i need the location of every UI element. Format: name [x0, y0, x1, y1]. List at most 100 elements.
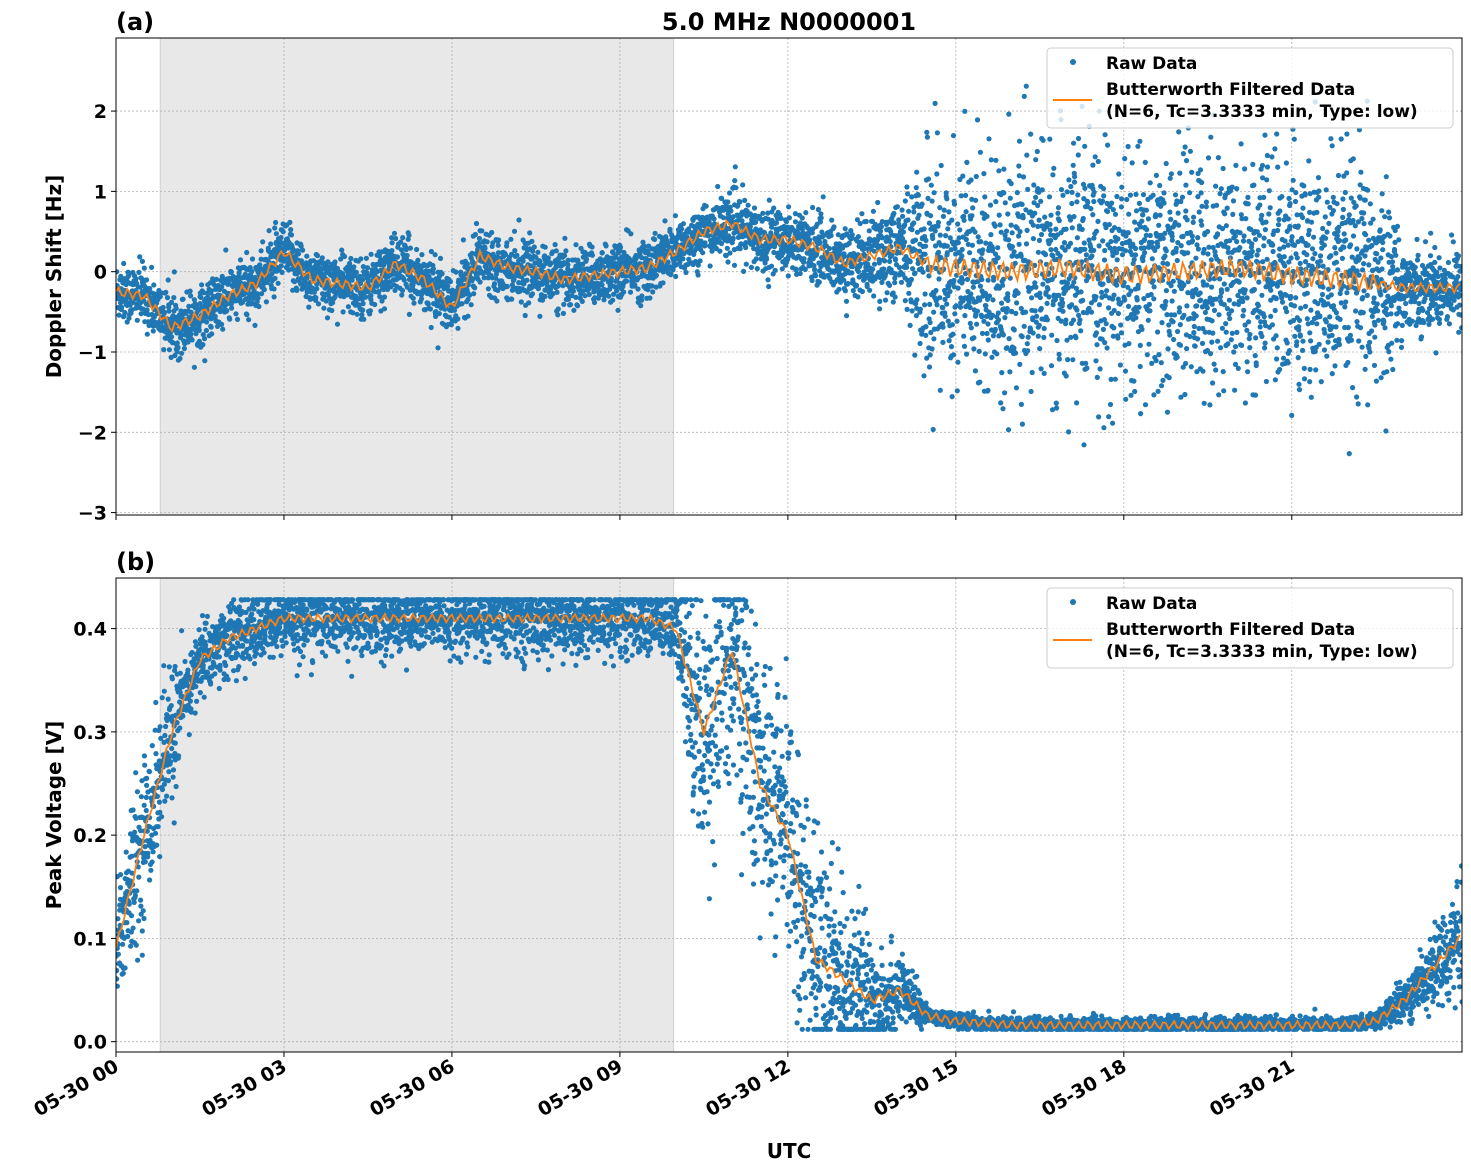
raw-data-point	[945, 244, 950, 249]
raw-data-point	[1135, 310, 1140, 315]
raw-data-point	[406, 233, 411, 238]
raw-data-point	[1042, 326, 1047, 331]
raw-data-point	[1031, 236, 1036, 241]
raw-data-point	[922, 226, 927, 231]
raw-data-point	[354, 270, 359, 275]
raw-data-point	[888, 239, 893, 244]
raw-data-point	[973, 198, 978, 203]
raw-data-point	[220, 274, 225, 279]
raw-data-point	[1033, 285, 1038, 290]
raw-data-point	[400, 288, 405, 293]
raw-data-point	[332, 259, 337, 264]
raw-data-point	[1158, 213, 1163, 218]
raw-data-point	[978, 239, 983, 244]
raw-data-point	[1193, 344, 1198, 349]
raw-data-point	[1199, 223, 1204, 228]
raw-data-point	[1165, 262, 1170, 267]
raw-data-point	[1188, 149, 1193, 154]
raw-data-point	[1202, 401, 1207, 406]
raw-data-point	[1082, 240, 1087, 245]
raw-data-point	[877, 306, 882, 311]
raw-data-point	[1218, 191, 1223, 196]
raw-data-point	[122, 310, 127, 315]
raw-data-point	[555, 312, 560, 317]
raw-data-point	[778, 216, 783, 221]
raw-data-point	[1184, 346, 1189, 351]
raw-data-point	[455, 326, 460, 331]
raw-data-point	[361, 317, 366, 322]
raw-data-point	[587, 292, 592, 297]
raw-data-point	[1036, 250, 1041, 255]
raw-data-point	[1161, 236, 1166, 241]
raw-data-point	[760, 211, 765, 216]
raw-data-point	[1010, 230, 1015, 235]
raw-data-point	[485, 239, 490, 244]
raw-data-point	[969, 177, 974, 182]
raw-data-point	[733, 164, 738, 169]
raw-data-point	[1124, 197, 1129, 202]
raw-data-point	[455, 316, 460, 321]
raw-data-point	[1198, 290, 1203, 295]
raw-data-point	[812, 267, 817, 272]
raw-data-point	[1102, 248, 1107, 253]
raw-data-point	[209, 331, 214, 336]
raw-data-point	[1137, 139, 1142, 144]
raw-data-point	[1031, 182, 1036, 187]
raw-data-point	[1074, 400, 1079, 405]
raw-data-point	[1057, 218, 1062, 223]
raw-data-point	[931, 310, 936, 315]
raw-data-point	[364, 256, 369, 261]
raw-data-point	[1012, 249, 1017, 254]
raw-data-point	[1105, 345, 1110, 350]
raw-data-point	[1225, 287, 1230, 292]
raw-data-point	[1133, 315, 1138, 320]
raw-data-point	[975, 117, 980, 122]
raw-data-point	[1198, 298, 1203, 303]
raw-data-point	[1146, 342, 1151, 347]
raw-data-point	[136, 270, 141, 275]
raw-data-point	[496, 237, 501, 242]
raw-data-point	[1074, 307, 1079, 312]
raw-data-point	[1028, 132, 1033, 137]
raw-data-point	[1176, 129, 1181, 134]
raw-data-point	[1118, 362, 1123, 367]
raw-data-point	[1191, 220, 1196, 225]
raw-data-point	[638, 303, 643, 308]
raw-data-point	[1049, 333, 1054, 338]
raw-data-point	[970, 243, 975, 248]
raw-data-point	[936, 250, 941, 255]
raw-data-point	[389, 248, 394, 253]
raw-data-point	[961, 334, 966, 339]
raw-data-point	[891, 299, 896, 304]
raw-data-point	[1159, 360, 1164, 365]
raw-data-point	[1220, 326, 1225, 331]
raw-data-point	[1021, 174, 1026, 179]
raw-data-point	[923, 324, 928, 329]
raw-data-point	[1034, 314, 1039, 319]
raw-data-point	[1007, 336, 1012, 341]
raw-data-point	[1152, 284, 1157, 289]
raw-data-point	[244, 250, 249, 255]
raw-data-point	[279, 263, 284, 268]
raw-data-point	[1141, 192, 1146, 197]
raw-data-point	[1047, 137, 1052, 142]
raw-data-point	[1104, 321, 1109, 326]
raw-data-point	[764, 257, 769, 262]
raw-data-point	[980, 247, 985, 252]
raw-data-point	[1096, 414, 1101, 419]
raw-data-point	[1149, 240, 1154, 245]
raw-data-point	[1222, 211, 1227, 216]
raw-data-point	[1199, 180, 1204, 185]
raw-data-point	[1181, 151, 1186, 156]
raw-data-point	[947, 289, 952, 294]
raw-data-point	[1151, 296, 1156, 301]
raw-data-point	[681, 221, 686, 226]
raw-data-point	[821, 194, 826, 199]
raw-data-point	[962, 344, 967, 349]
raw-data-point	[1116, 311, 1121, 316]
raw-data-point	[1130, 160, 1135, 165]
raw-data-point	[209, 325, 214, 330]
raw-data-point	[1022, 324, 1027, 329]
raw-data-point	[1175, 329, 1180, 334]
raw-data-point	[1051, 166, 1056, 171]
